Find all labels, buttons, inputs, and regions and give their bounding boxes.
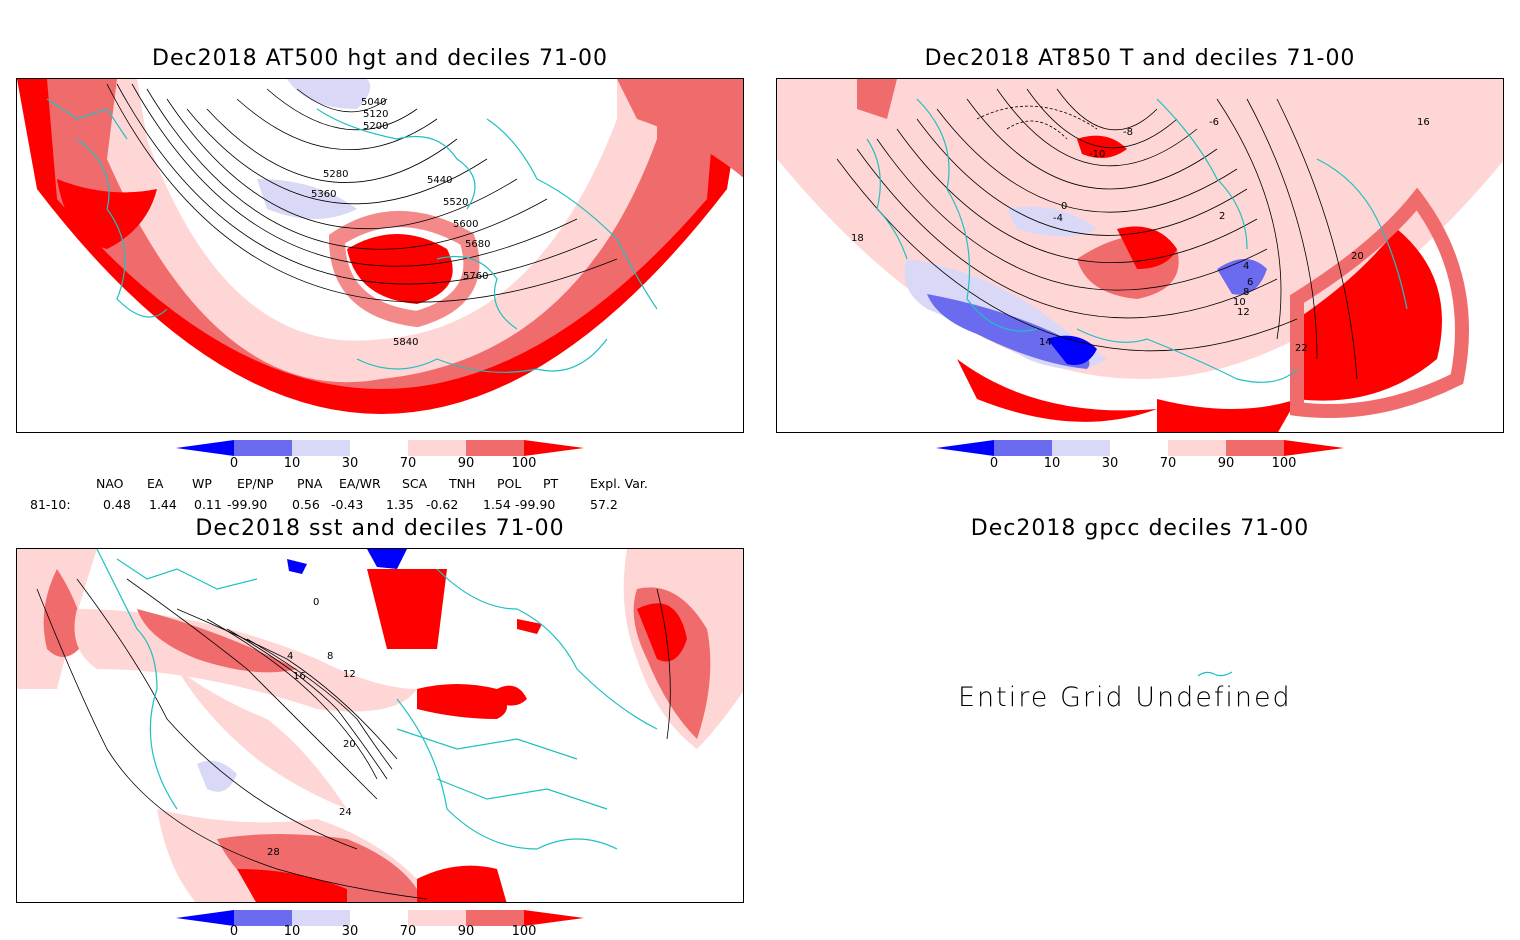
colorbar-hgt500-graphic xyxy=(176,440,584,456)
index-value: -0.43 xyxy=(331,497,364,512)
colorbar-hgt500: 0 10 30 70 90 100 xyxy=(176,440,584,474)
index-header: EA/WR xyxy=(339,476,381,491)
index-value: -0.62 xyxy=(426,497,459,512)
index-header: Expl. Var. xyxy=(590,476,648,491)
colorbar-label: 10 xyxy=(1043,456,1061,471)
svg-text:-8: -8 xyxy=(1123,127,1133,138)
colorbar-label: 30 xyxy=(1101,456,1119,471)
colorbar-label: 90 xyxy=(1217,456,1235,471)
colorbar-t850: 0 10 30 70 90 100 xyxy=(936,440,1344,474)
panel-title-sst: Dec2018 sst and deciles 71-00 xyxy=(195,516,565,541)
map-hgt500-graphic: 5040 5120 5200 5280 5360 5440 5520 5600 … xyxy=(17,79,743,432)
index-value: 0.48 xyxy=(103,497,131,512)
colorbar-label: 0 xyxy=(229,456,239,471)
svg-text:4: 4 xyxy=(1243,261,1249,272)
svg-text:5840: 5840 xyxy=(393,337,418,348)
colorbar-label: 100 xyxy=(1271,456,1297,471)
gpcc-undefined-message: Entire Grid Undefined xyxy=(958,682,1292,713)
panel-title-t850: Dec2018 AT850 T and deciles 71-00 xyxy=(924,46,1356,71)
hgt500-contour-labels: 5040 5120 5200 5280 5360 5440 5520 5600 … xyxy=(311,97,490,348)
map-t850: -10 -8 -6 -4 0 2 4 6 8 10 12 14 16 18 20… xyxy=(776,78,1504,433)
svg-text:0: 0 xyxy=(313,597,319,608)
colorbar-label: 30 xyxy=(341,456,359,471)
svg-text:14: 14 xyxy=(1039,337,1052,348)
colorbar-label: 30 xyxy=(341,924,359,939)
index-header: EP/NP xyxy=(237,476,274,491)
svg-text:16: 16 xyxy=(1417,117,1430,128)
map-sst: 0 4 8 12 16 20 24 28 xyxy=(16,548,744,903)
sst-contour-labels: 0 4 8 12 16 20 24 28 xyxy=(267,597,356,858)
colorbar-label: 100 xyxy=(511,456,537,471)
svg-text:22: 22 xyxy=(1295,343,1308,354)
colorbar-sst-graphic xyxy=(176,910,584,926)
svg-text:28: 28 xyxy=(267,847,280,858)
index-header: EA xyxy=(147,476,164,491)
index-row-label: 81-10: xyxy=(30,497,71,512)
index-value: -99.90 xyxy=(227,497,268,512)
svg-text:5200: 5200 xyxy=(363,121,388,132)
svg-text:18: 18 xyxy=(851,233,864,244)
svg-text:-6: -6 xyxy=(1209,117,1219,128)
svg-text:6: 6 xyxy=(1247,277,1253,288)
svg-text:12: 12 xyxy=(1237,307,1250,318)
index-value: -99.90 xyxy=(515,497,556,512)
index-value: 0.56 xyxy=(292,497,320,512)
svg-text:5520: 5520 xyxy=(443,197,468,208)
index-header: NAO xyxy=(96,476,124,491)
svg-text:2: 2 xyxy=(1219,211,1225,222)
svg-text:16: 16 xyxy=(293,671,306,682)
colorbar-label: 70 xyxy=(1159,456,1177,471)
svg-text:10: 10 xyxy=(1233,297,1246,308)
svg-text:24: 24 xyxy=(339,807,352,818)
t850-contour-labels: -10 -8 -6 -4 0 2 4 6 8 10 12 14 16 18 20… xyxy=(851,117,1430,354)
svg-text:5440: 5440 xyxy=(427,175,452,186)
svg-text:0: 0 xyxy=(1061,201,1067,212)
colorbar-label: 70 xyxy=(399,456,417,471)
index-value: 57.2 xyxy=(590,497,618,512)
svg-text:4: 4 xyxy=(287,651,293,662)
map-t850-graphic: -10 -8 -6 -4 0 2 4 6 8 10 12 14 16 18 20… xyxy=(777,79,1503,432)
gpcc-coastline-fragment xyxy=(1197,671,1233,677)
colorbar-label: 0 xyxy=(989,456,999,471)
colorbar-label: 70 xyxy=(399,924,417,939)
index-header: TNH xyxy=(449,476,476,491)
svg-text:5280: 5280 xyxy=(323,169,348,180)
svg-text:20: 20 xyxy=(343,739,356,750)
panel-title-hgt500: Dec2018 AT500 hgt and deciles 71-00 xyxy=(152,46,608,71)
index-header: PNA xyxy=(297,476,323,491)
svg-text:20: 20 xyxy=(1351,251,1364,262)
svg-text:5040: 5040 xyxy=(361,97,386,108)
colorbar-label: 0 xyxy=(229,924,239,939)
index-value: 1.44 xyxy=(149,497,177,512)
map-sst-graphic: 0 4 8 12 16 20 24 28 xyxy=(17,549,743,902)
svg-text:8: 8 xyxy=(1243,287,1249,298)
index-value: 1.54 xyxy=(483,497,511,512)
colorbar-label: 100 xyxy=(511,924,537,939)
colorbar-sst: 0 10 30 70 90 100 xyxy=(176,910,584,940)
svg-text:5360: 5360 xyxy=(311,189,336,200)
panel-title-gpcc: Dec2018 gpcc deciles 71-00 xyxy=(970,516,1310,541)
index-header: SCA xyxy=(402,476,428,491)
index-value: 0.11 xyxy=(194,497,222,512)
colorbar-t850-graphic xyxy=(936,440,1344,456)
svg-text:5760: 5760 xyxy=(463,271,488,282)
colorbar-label: 10 xyxy=(283,924,301,939)
svg-text:-10: -10 xyxy=(1089,149,1105,160)
colorbar-label: 90 xyxy=(457,456,475,471)
svg-text:5600: 5600 xyxy=(453,219,478,230)
index-value: 1.35 xyxy=(386,497,414,512)
svg-text:5680: 5680 xyxy=(465,239,490,250)
svg-text:12: 12 xyxy=(343,669,356,680)
map-hgt500: 5040 5120 5200 5280 5360 5440 5520 5600 … xyxy=(16,78,744,433)
svg-text:-4: -4 xyxy=(1053,213,1063,224)
colorbar-label: 90 xyxy=(457,924,475,939)
svg-text:5120: 5120 xyxy=(363,109,388,120)
index-header: PT xyxy=(543,476,559,491)
svg-text:8: 8 xyxy=(327,651,333,662)
index-header: POL xyxy=(497,476,522,491)
index-header: WP xyxy=(192,476,212,491)
colorbar-label: 10 xyxy=(283,456,301,471)
